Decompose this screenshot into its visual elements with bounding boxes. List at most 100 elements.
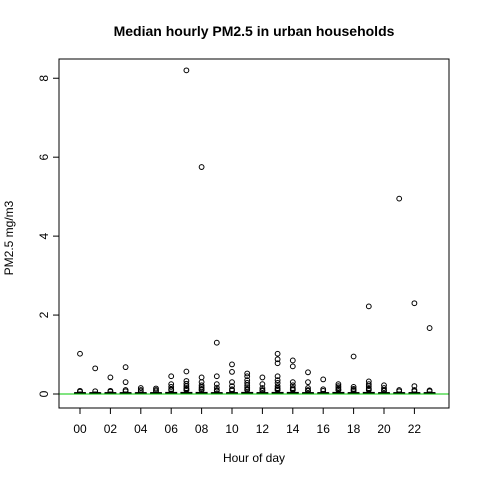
box-12 [256, 374, 269, 395]
outlier-point [305, 369, 311, 376]
outlier-point [107, 374, 114, 381]
outlier-point [381, 385, 387, 391]
outlier-point [122, 379, 129, 386]
outlier-point [274, 373, 281, 380]
y-tick-label: 4 [37, 232, 51, 239]
outlier-point [183, 387, 190, 393]
box-03 [119, 364, 132, 395]
outlier-point [289, 379, 296, 386]
x-tick-label: 16 [317, 422, 331, 436]
x-tick-label: 22 [408, 422, 422, 436]
outlier-point [274, 387, 281, 393]
box-04 [134, 385, 147, 395]
x-tick-label: 20 [377, 422, 391, 436]
outlier-point [426, 325, 433, 331]
y-tick-label: 0 [37, 390, 51, 397]
box-10 [226, 361, 238, 395]
y-tick-label: 2 [37, 311, 51, 318]
outlier-point [274, 350, 281, 357]
x-tick-label: 02 [104, 422, 118, 436]
x-tick-label: 08 [195, 422, 209, 436]
box-20 [378, 382, 390, 395]
outlier-point [289, 363, 296, 370]
x-tick-label: 06 [165, 422, 179, 436]
outlier-point [320, 387, 327, 394]
box-15 [302, 369, 314, 395]
outlier-point [350, 353, 357, 360]
outlier-point [289, 387, 296, 393]
outlier-point [168, 383, 175, 390]
box-06 [165, 373, 178, 395]
outlier-point [168, 373, 175, 380]
outlier-point [365, 303, 372, 310]
x-axis-label: Hour of day [223, 451, 285, 465]
outlier-point [350, 383, 357, 390]
box-09 [210, 339, 223, 395]
outlier-point [229, 368, 235, 375]
box-23 [423, 325, 436, 395]
outlier-point [259, 381, 266, 388]
outlier-point [259, 385, 266, 391]
outlier-point [213, 384, 220, 391]
outlier-point [183, 368, 190, 375]
outlier-point [183, 383, 190, 390]
outlier-point [259, 387, 266, 394]
outlier-point [198, 387, 205, 393]
outlier-point [396, 195, 403, 202]
x-tick-label: 00 [73, 422, 87, 436]
outlier-point [198, 164, 205, 170]
outlier-point [77, 350, 83, 357]
outlier-point [122, 364, 129, 371]
outlier-point [335, 387, 342, 393]
outlier-point [274, 377, 281, 384]
outlier-point [289, 357, 296, 364]
outlier-point [137, 385, 144, 391]
x-axis: 00 02 04 06 08 10 12 14 16 18 20 22 [73, 408, 421, 436]
box-02 [104, 374, 117, 395]
plot-area [59, 67, 449, 395]
outlier-point [229, 361, 235, 368]
plot-frame [58, 58, 450, 409]
outlier-point [305, 385, 311, 391]
outlier-point [365, 387, 372, 393]
box-08 [195, 164, 208, 395]
outlier-point [244, 387, 251, 393]
y-tick-label: 8 [37, 75, 51, 82]
box-11 [241, 370, 254, 395]
outlier-point [305, 379, 311, 386]
box-18 [347, 353, 360, 395]
outlier-point [229, 387, 235, 394]
box-16 [317, 376, 330, 395]
outlier-point [305, 387, 311, 394]
outlier-point [92, 365, 99, 372]
outlier-point [244, 370, 251, 377]
y-tick-label: 6 [37, 154, 51, 161]
outlier-point [259, 374, 266, 381]
box-17 [332, 381, 345, 395]
outlier-point [365, 383, 372, 390]
x-tick-label: 14 [286, 422, 300, 436]
box-07 [180, 67, 193, 395]
outlier-point [229, 379, 235, 386]
outlier-point [350, 387, 357, 394]
outlier-point [244, 373, 251, 380]
outlier-point [168, 387, 175, 393]
outlier-point [198, 374, 205, 381]
outlier-point [213, 381, 220, 388]
box-01 [89, 365, 102, 395]
box-21 [393, 195, 406, 395]
box-13 [271, 350, 284, 395]
x-tick-label: 10 [225, 422, 239, 436]
outlier-point [274, 360, 281, 367]
outlier-point [213, 373, 220, 380]
outlier-point [274, 356, 281, 363]
box-05 [150, 385, 162, 395]
outlier-point [183, 67, 190, 74]
y-axis-label: PM2.5 mg/m3 [2, 200, 16, 275]
x-tick-label: 18 [347, 422, 361, 436]
x-tick-label: 04 [134, 422, 148, 436]
outlier-point [213, 339, 220, 346]
box-00 [74, 350, 86, 395]
y-axis: 0 2 4 6 8 [37, 75, 59, 397]
